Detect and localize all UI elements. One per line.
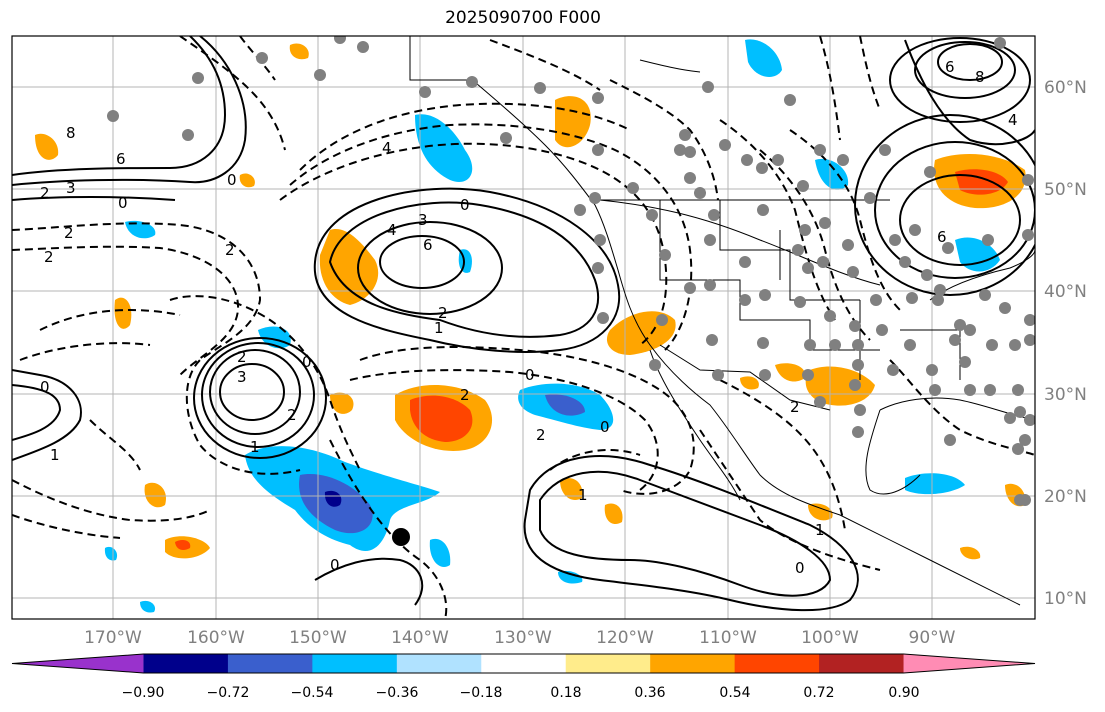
- colorbar-ticks: −0.90 −0.72 −0.54 −0.36 −0.18 0.18 0.36 …: [122, 685, 920, 701]
- colorbar-segment: [227, 654, 313, 673]
- longitude-axis: 170°W 160°W 150°W 140°W 130°W 120°W 110°…: [84, 628, 956, 648]
- lat-label: 10°N: [1044, 589, 1087, 609]
- svg-text:2: 2: [237, 348, 247, 366]
- colorbar: [11, 653, 1036, 674]
- svg-text:0: 0: [525, 366, 535, 384]
- svg-text:0: 0: [330, 556, 340, 574]
- svg-text:0: 0: [227, 171, 237, 189]
- station-markers: [107, 36, 1035, 506]
- svg-text:4: 4: [382, 139, 392, 157]
- colorbar-extension-low: [12, 654, 144, 673]
- colorbar-segment: [734, 654, 820, 673]
- svg-text:4: 4: [1008, 111, 1018, 129]
- svg-text:2: 2: [40, 184, 50, 202]
- colorbar-tick-label: 0.18: [550, 685, 581, 701]
- colorbar-segment: [481, 654, 567, 673]
- colorbar-tick-label: 0.90: [888, 685, 919, 701]
- lon-label: 100°W: [801, 628, 859, 648]
- colorbar-segment: [396, 654, 482, 673]
- lon-label: 160°W: [187, 628, 245, 648]
- colorbar-tick-label: −0.18: [460, 685, 503, 701]
- colorbar-segment: [565, 654, 651, 673]
- colorbar-extension-high: [903, 654, 1035, 673]
- svg-text:2: 2: [287, 406, 297, 424]
- svg-text:0: 0: [600, 418, 610, 436]
- svg-text:0: 0: [118, 194, 128, 212]
- svg-text:0: 0: [460, 196, 470, 214]
- lon-label: 150°W: [289, 628, 347, 648]
- svg-text:2: 2: [438, 304, 448, 322]
- lon-label: 170°W: [84, 628, 142, 648]
- chart-title: 2025090700 F000: [445, 8, 601, 28]
- latitude-axis: 60°N 50°N 40°N 30°N 20°N 10°N: [1044, 78, 1087, 609]
- svg-text:1: 1: [815, 521, 825, 539]
- svg-text:8: 8: [66, 124, 76, 142]
- colorbar-tick-label: −0.72: [207, 685, 250, 701]
- svg-text:2: 2: [64, 224, 74, 242]
- svg-text:2: 2: [44, 248, 54, 266]
- svg-text:0: 0: [795, 559, 805, 577]
- colorbar-tick-label: 0.54: [719, 685, 750, 701]
- storm-position-marker: [392, 528, 410, 546]
- colorbar-segment: [312, 654, 398, 673]
- svg-text:6: 6: [945, 58, 955, 76]
- lat-label: 20°N: [1044, 487, 1087, 507]
- lon-label: 110°W: [699, 628, 757, 648]
- solid-contours: [12, 36, 1035, 612]
- svg-text:3: 3: [66, 179, 76, 197]
- svg-text:3: 3: [418, 211, 428, 229]
- svg-text:6: 6: [116, 150, 126, 168]
- contour-labels: 8 6 4 3 2 0 2 2 0 4 3 6 0 2 1 3 2 0 0 1 …: [40, 58, 1018, 577]
- map-frame: [11, 35, 1036, 620]
- svg-text:6: 6: [423, 236, 433, 254]
- svg-text:0: 0: [302, 353, 312, 371]
- svg-text:2: 2: [460, 386, 470, 404]
- graticule: [12, 36, 1035, 619]
- svg-text:2: 2: [536, 426, 546, 444]
- svg-text:8: 8: [975, 68, 985, 86]
- lon-label: 130°W: [494, 628, 552, 648]
- colorbar-tick-label: −0.36: [376, 685, 419, 701]
- svg-text:1: 1: [50, 446, 60, 464]
- svg-text:2: 2: [225, 241, 235, 259]
- lat-label: 30°N: [1044, 385, 1087, 405]
- svg-text:1: 1: [578, 486, 588, 504]
- lon-label: 120°W: [596, 628, 654, 648]
- colorbar-tick-label: −0.54: [291, 685, 334, 701]
- svg-text:1: 1: [250, 438, 260, 456]
- svg-text:6: 6: [937, 228, 947, 246]
- colorbar-segment: [650, 654, 736, 673]
- lat-label: 40°N: [1044, 282, 1087, 302]
- lon-label: 90°W: [909, 628, 956, 648]
- colorbar-segment: [819, 654, 905, 673]
- lat-label: 60°N: [1044, 78, 1087, 98]
- svg-text:4: 4: [387, 221, 397, 239]
- svg-text:1: 1: [434, 319, 444, 337]
- colorbar-tick-label: −0.90: [122, 685, 165, 701]
- colorbar-outline: [11, 653, 1036, 674]
- colorbar-tick-label: 0.72: [803, 685, 834, 701]
- colorbar-segment: [143, 654, 229, 673]
- lat-label: 50°N: [1044, 180, 1087, 200]
- svg-text:3: 3: [237, 368, 247, 386]
- colorbar-tick-label: 0.36: [634, 685, 665, 701]
- lon-label: 140°W: [391, 628, 449, 648]
- svg-text:2: 2: [790, 398, 800, 416]
- svg-text:0: 0: [40, 378, 50, 396]
